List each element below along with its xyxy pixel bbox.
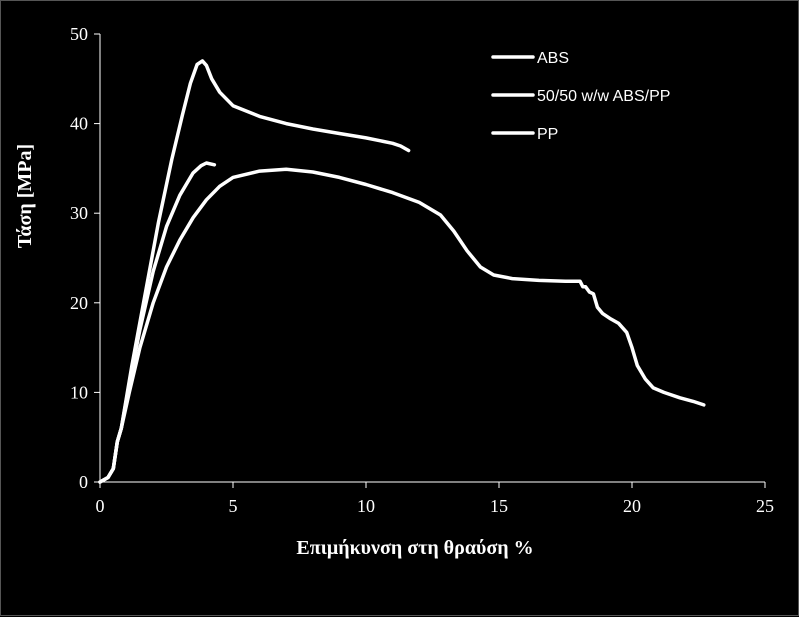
x-axis-title: Επιμήκυνση στη θραύση % (296, 537, 533, 559)
x-tick-label: 15 (490, 496, 508, 516)
legend-label: ABS (537, 50, 569, 67)
y-tick-label: 20 (70, 293, 88, 313)
y-tick-label: 50 (70, 24, 88, 44)
x-tick-label: 25 (756, 496, 774, 516)
axes: 0 10 20 30 40 50 0 5 10 15 20 25 (70, 24, 774, 516)
y-axis-title: Τάση [MPa] (14, 144, 36, 248)
legend-label: PP (537, 126, 558, 143)
x-tick-label: 0 (96, 496, 105, 516)
y-tick-label: 30 (70, 203, 88, 223)
y-tick-label: 40 (70, 114, 88, 134)
x-tick-label: 5 (229, 496, 238, 516)
legend-label: 50/50 w/w ABS/PP (537, 88, 670, 105)
y-tick-label: 0 (79, 472, 88, 492)
x-tick-label: 10 (357, 496, 375, 516)
y-tick-label: 10 (70, 382, 88, 402)
series-line-0 (98, 59, 411, 484)
x-tick-label: 20 (623, 496, 641, 516)
series-line-2 (98, 167, 706, 484)
legend: ABS 50/50 w/w ABS/PP PP (491, 50, 670, 143)
series-layer (98, 59, 706, 484)
